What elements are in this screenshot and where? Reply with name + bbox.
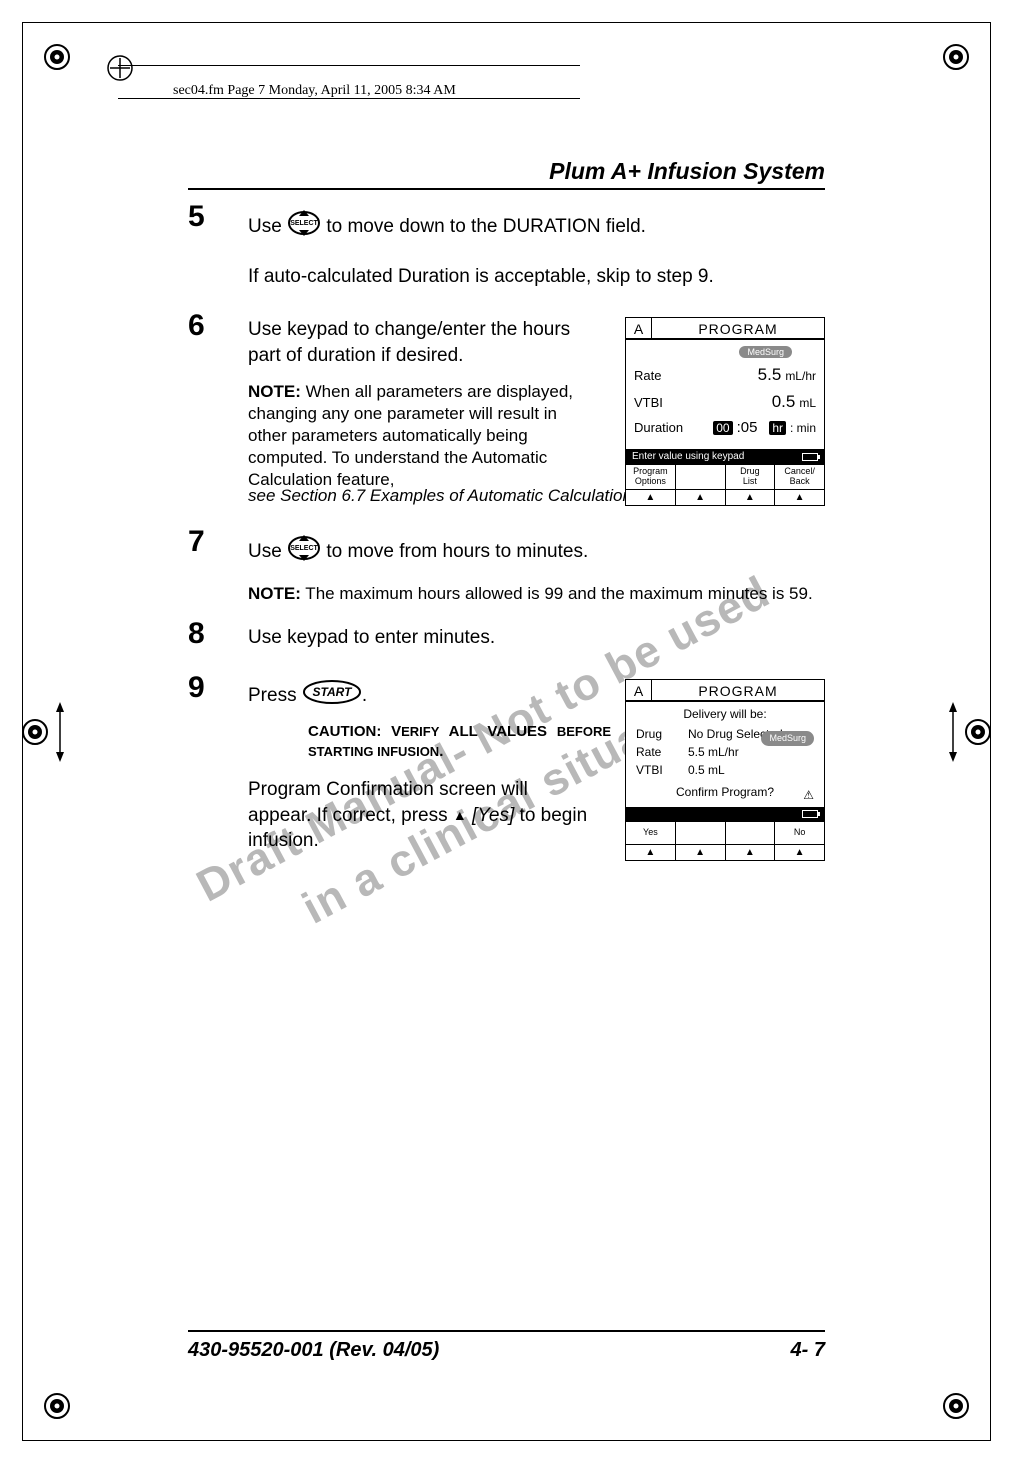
select-icon: SELECT xyxy=(287,533,321,571)
step-8-number: 8 xyxy=(188,617,228,651)
screen2-delivery: Delivery will be: xyxy=(636,705,814,723)
screen1-min-suffix: : min xyxy=(790,421,816,435)
step-6-note-label: NOTE: xyxy=(248,382,301,401)
step-9-caution-mid: ALL VALUES xyxy=(439,723,556,740)
svg-text:SELECT: SELECT xyxy=(290,220,318,227)
screen2-line-a: A xyxy=(626,680,652,700)
screen2-soft-empty2 xyxy=(726,822,776,844)
screen1-soft-cancel-back: Cancel/Back xyxy=(775,465,824,489)
footer-right: 4- 7 xyxy=(791,1339,825,1362)
screen2-drug-k: Drug xyxy=(636,725,678,743)
screen2-tri-1: ▲ xyxy=(626,845,676,860)
screen2-vtbi-v: 0.5 mL xyxy=(688,761,725,779)
triangle-up-icon: ▲ xyxy=(453,807,467,823)
screen2-vtbi-k: VTBI xyxy=(636,761,678,779)
screen1-soft-empty xyxy=(676,465,726,489)
step-9-text-a: Press xyxy=(248,684,302,705)
screen1-duration-hr: 00 xyxy=(713,421,732,435)
step-7-text-a: Use xyxy=(248,541,287,562)
footer-left: 430-95520-001 (Rev. 04/05) xyxy=(188,1339,439,1362)
screen2-tri-3: ▲ xyxy=(726,845,776,860)
doc-title: Plum A+ Infusion System xyxy=(549,158,825,185)
step-5-text-a: Use xyxy=(248,216,287,237)
step-6-note-b: see Section 6.7 Examples of Automatic Ca… xyxy=(248,486,637,505)
screen1-vtbi-label: VTBI xyxy=(634,395,663,410)
screen1-hr-box: hr xyxy=(769,421,786,435)
screen2-medsurg-pill: MedSurg xyxy=(761,731,814,747)
step-6-text: Use keypad to change/enter the hours par… xyxy=(248,317,588,368)
step-9-yes-softkey: [Yes] xyxy=(472,805,514,826)
screen1-title: PROGRAM xyxy=(652,318,824,338)
step-8-text: Use keypad to enter minutes. xyxy=(248,625,825,651)
screen1-tri-4: ▲ xyxy=(775,490,824,505)
crop-mark-tr xyxy=(937,38,975,76)
step-7-note-body: The maximum hours allowed is 99 and the … xyxy=(301,584,813,603)
screen1-duration-label: Duration xyxy=(634,420,683,435)
step-9-caution-label: CAUTION: V xyxy=(308,723,401,740)
crop-mark-tl xyxy=(38,38,76,76)
step-9-caution-sc: ERIFY xyxy=(401,724,439,739)
step-9-text-b: . xyxy=(362,684,367,705)
screen2-warn-icon: ⚠ xyxy=(803,786,814,804)
screen1-rate-unit: mL/hr xyxy=(785,369,816,383)
svg-text:SELECT: SELECT xyxy=(290,545,318,552)
program-screen-2: A PROGRAM MedSurg Delivery will be: Drug… xyxy=(625,679,825,861)
crop-mark-ml xyxy=(5,702,65,762)
step-5-text-b: to move down to the DURATION field. xyxy=(326,216,646,237)
select-icon: SELECT xyxy=(287,208,321,246)
screen1-rate-value: 5.5 xyxy=(758,365,782,385)
screen2-tri-4: ▲ xyxy=(775,845,824,860)
screen2-rate-v: 5.5 mL/hr xyxy=(688,743,739,761)
program-screen-1: A PROGRAM MedSurg Rate 5.5 mL/hr VTBI xyxy=(625,317,825,506)
step-7-text-b: to move from hours to minutes. xyxy=(326,541,588,562)
header-marker: sec04.fm Page 7 Monday, April 11, 2005 8… xyxy=(173,83,456,99)
screen2-rate-k: Rate xyxy=(636,743,678,761)
step-5-para2: If auto-calculated Duration is acceptabl… xyxy=(248,264,825,290)
screen1-medsurg-pill: MedSurg xyxy=(739,346,792,358)
screen1-vtbi-unit: mL xyxy=(799,396,816,410)
step-7-note-label: NOTE: xyxy=(248,584,301,603)
screen1-soft-drug-list: DrugList xyxy=(726,465,776,489)
screen2-soft-empty1 xyxy=(676,822,726,844)
crop-mark-br xyxy=(937,1387,975,1425)
battery-icon xyxy=(802,810,818,818)
header-bottom-rule xyxy=(118,98,580,99)
screen1-rate-label: Rate xyxy=(634,368,661,383)
screen1-line-a: A xyxy=(626,318,652,338)
step-5-number: 5 xyxy=(188,200,228,234)
battery-icon xyxy=(802,453,818,461)
header-top-rule xyxy=(118,65,580,66)
screen1-vtbi-value: 0.5 xyxy=(772,392,796,412)
screen2-confirm-q: Confirm Program? xyxy=(636,783,814,801)
step-7-number: 7 xyxy=(188,525,228,559)
screen2-soft-yes: Yes xyxy=(626,822,676,844)
title-rule xyxy=(188,188,825,190)
step-9-caution-end: . xyxy=(439,743,443,760)
crop-mark-mr xyxy=(948,702,1008,762)
screen2-soft-no: No xyxy=(775,822,824,844)
step-6-number: 6 xyxy=(188,309,228,343)
crop-mark-bl xyxy=(38,1387,76,1425)
screen1-tri-2: ▲ xyxy=(676,490,726,505)
footer-rule xyxy=(188,1330,825,1332)
header-plus-icon xyxy=(105,53,135,83)
step-9-number: 9 xyxy=(188,671,228,705)
start-icon: START xyxy=(302,679,362,713)
screen1-soft-program-options: ProgramOptions xyxy=(626,465,676,489)
screen2-title: PROGRAM xyxy=(652,680,824,700)
screen1-hint: Enter value using keypad xyxy=(632,451,744,462)
screen1-duration-sep: :05 xyxy=(737,419,758,436)
screen1-tri-1: ▲ xyxy=(626,490,676,505)
screen2-tri-2: ▲ xyxy=(676,845,726,860)
svg-text:START: START xyxy=(312,685,353,699)
screen1-tri-3: ▲ xyxy=(726,490,776,505)
